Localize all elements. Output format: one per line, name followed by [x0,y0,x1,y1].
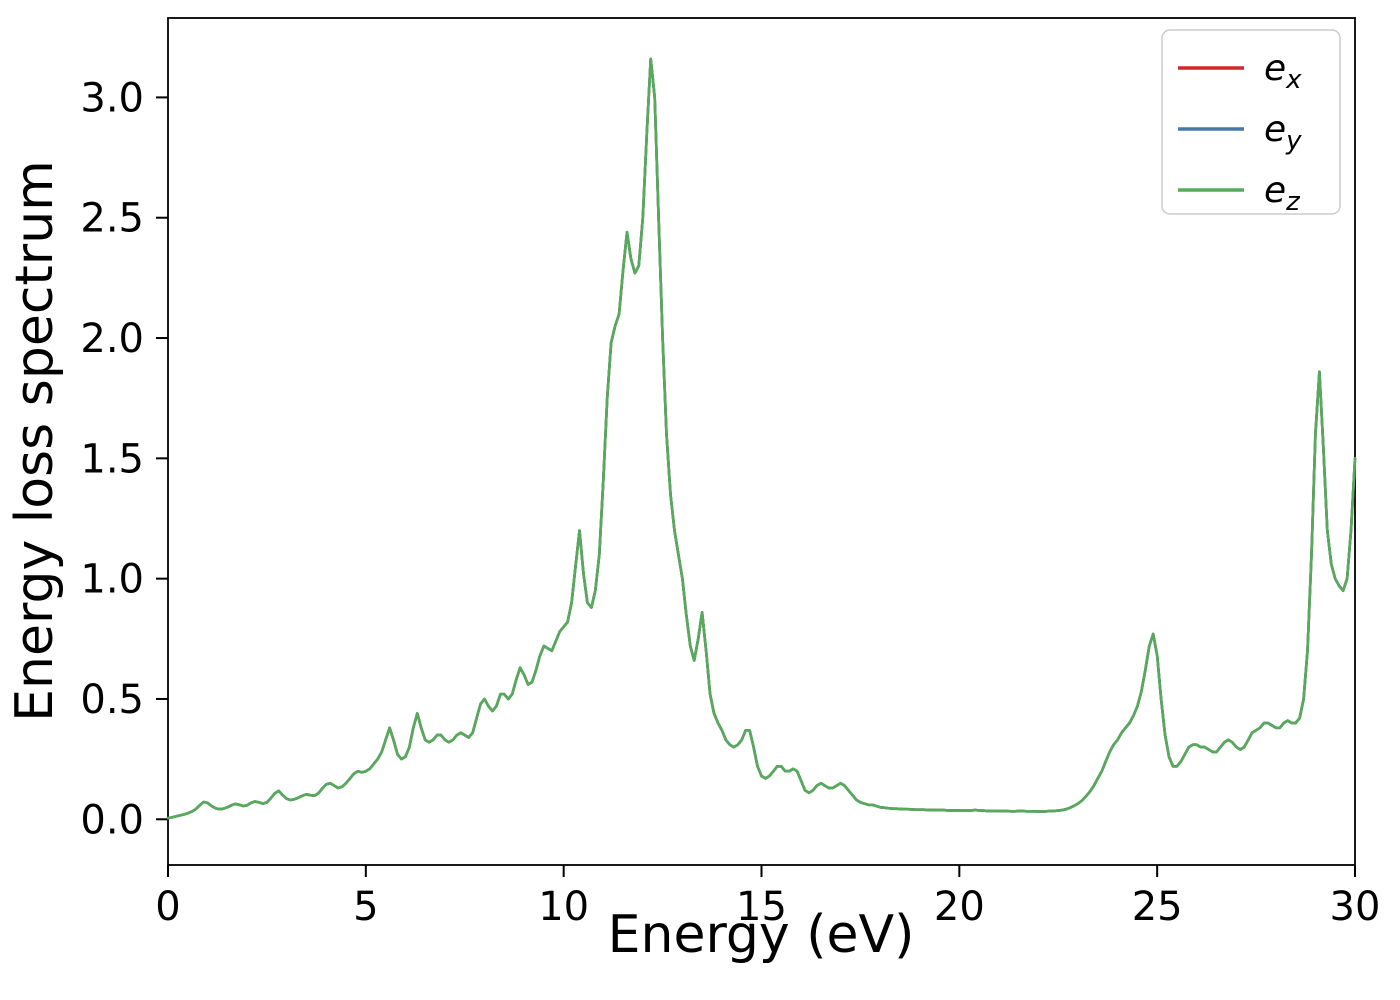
y-tick-label: 3.0 [80,75,144,121]
legend-label-y: ey [1264,109,1302,156]
legend-label-x: ex [1264,48,1302,95]
y-tick-label: 2.0 [80,316,144,362]
x-tick-label: 30 [1330,884,1381,930]
x-tick-label: 0 [155,884,180,930]
x-axis-label: Energy (eV) [608,905,915,965]
y-tick-label: 1.0 [80,557,144,603]
y-tick-label: 0.0 [80,797,144,843]
x-tick-label: 10 [538,884,589,930]
x-tick-label: 20 [934,884,985,930]
x-tick-label: 25 [1132,884,1183,930]
series-lines [166,57,1357,820]
y-tick-label: 0.5 [80,677,144,723]
x-tick-label: 15 [736,884,787,930]
y-axis-label: Energy loss spectrum [5,160,65,722]
legend: ex ey ez [1161,29,1341,217]
x-axis-ticks: 0 5 10 15 20 25 30 [155,865,1380,930]
series-line-z [166,57,1357,820]
legend-box [1161,29,1341,215]
legend-label-z: ez [1264,170,1301,217]
y-tick-label: 1.5 [80,436,144,482]
x-tick-label: 5 [353,884,378,930]
y-axis-ticks: 0.0 0.5 1.0 1.5 2.0 2.5 3.0 [80,75,168,843]
y-tick-label: 2.5 [80,196,144,242]
